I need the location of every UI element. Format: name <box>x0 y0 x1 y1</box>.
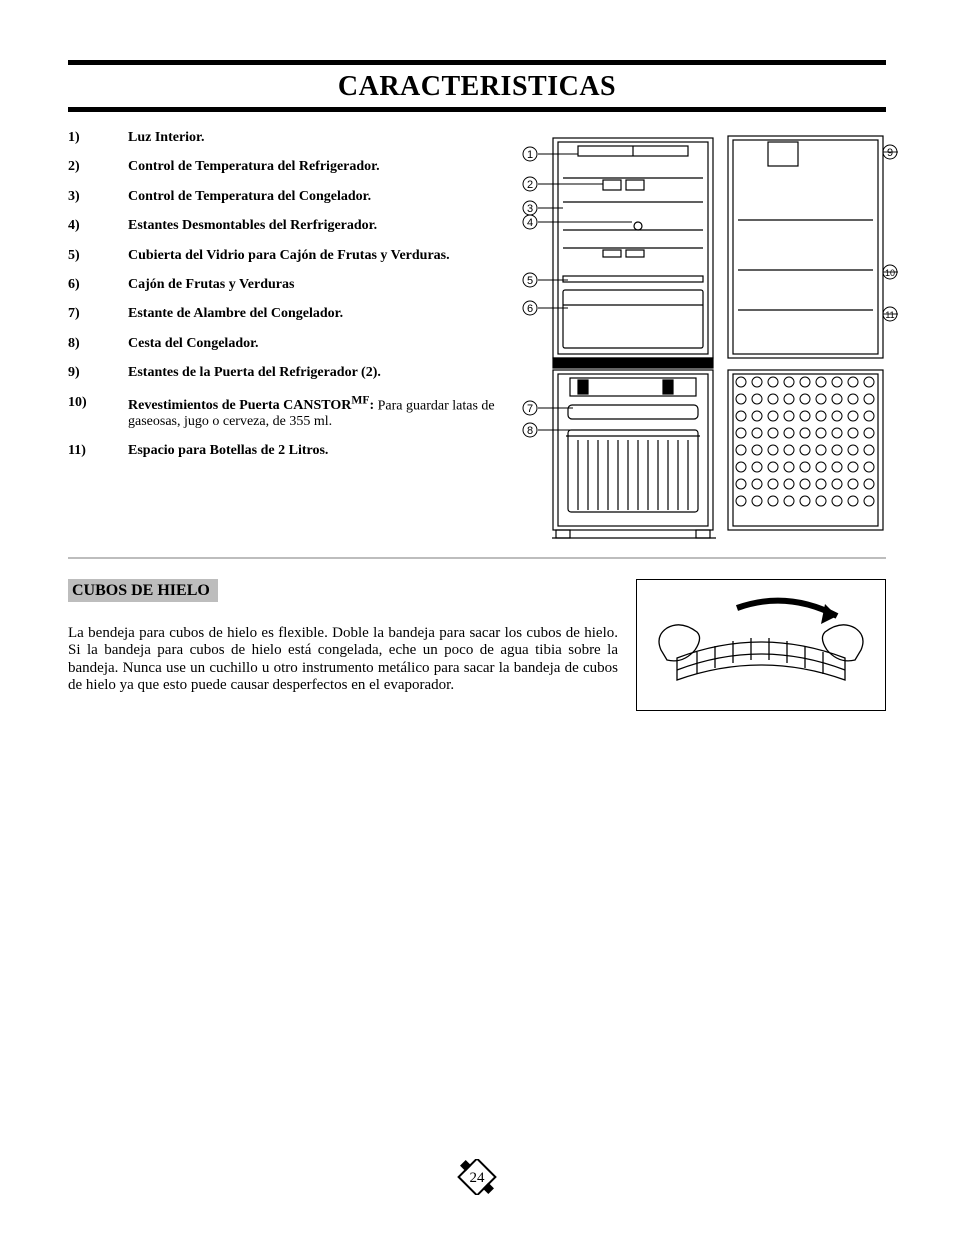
feature-number: 3) <box>68 189 128 204</box>
ice-tray-figure <box>636 579 886 716</box>
feature-number: 5) <box>68 248 128 263</box>
feature-item: 2)Control de Temperatura del Refrigerado… <box>68 159 498 174</box>
section-paragraph: La bendeja para cubos de hielo es flexib… <box>68 625 618 694</box>
svg-text:3: 3 <box>527 203 533 215</box>
svg-text:11: 11 <box>885 310 894 320</box>
svg-text:2: 2 <box>527 179 533 191</box>
callout-7: 7 <box>523 401 537 415</box>
svg-text:8: 8 <box>527 425 533 437</box>
svg-text:24: 24 <box>470 1170 486 1186</box>
feature-number: 10) <box>68 395 128 429</box>
section-divider <box>68 557 886 559</box>
feature-item: 4)Estantes Desmontables del Rerfrigerado… <box>68 218 498 233</box>
svg-text:7: 7 <box>527 403 533 415</box>
feature-number: 8) <box>68 336 128 351</box>
page-title-block: CARACTERISTICAS <box>68 60 886 112</box>
feature-item: 9)Estantes de la Puerta del Refrigerador… <box>68 365 498 380</box>
callout-8: 8 <box>523 423 537 437</box>
callout-4: 4 <box>523 215 537 229</box>
callout-5: 5 <box>523 273 537 287</box>
refrigerator-diagram: 1 2 3 4 5 6 7 8 9 10 11 <box>508 130 898 545</box>
feature-text: Control de Temperatura del Refrigerador. <box>128 159 498 174</box>
feature-number: 4) <box>68 218 128 233</box>
feature-text: Estantes Desmontables del Rerfrigerador. <box>128 218 498 233</box>
feature-text: Control de Temperatura del Congelador. <box>128 189 498 204</box>
feature-item: 8)Cesta del Congelador. <box>68 336 498 351</box>
feature-number: 6) <box>68 277 128 292</box>
feature-number: 1) <box>68 130 128 145</box>
feature-text: Estantes de la Puerta del Refrigerador (… <box>128 365 498 380</box>
feature-item: 7)Estante de Alambre del Congelador. <box>68 306 498 321</box>
feature-number: 11) <box>68 443 128 458</box>
callout-6: 6 <box>523 301 537 315</box>
feature-text: Espacio para Botellas de 2 Litros. <box>128 443 498 458</box>
feature-text: Luz Interior. <box>128 130 498 145</box>
feature-item: 3)Control de Temperatura del Congelador. <box>68 189 498 204</box>
feature-text: Estante de Alambre del Congelador. <box>128 306 498 321</box>
svg-text:1: 1 <box>527 149 533 161</box>
svg-text:9: 9 <box>887 147 893 159</box>
feature-text: Revestimientos de Puerta CANSTORMF: Para… <box>128 395 498 429</box>
svg-text:10: 10 <box>885 268 895 278</box>
callout-3: 3 <box>523 201 537 215</box>
features-list: 1)Luz Interior. 2)Control de Temperatura… <box>68 130 498 545</box>
svg-text:5: 5 <box>527 275 533 287</box>
feature-text: Cajón de Frutas y Verduras <box>128 277 498 292</box>
callout-10: 10 <box>883 265 897 279</box>
feature-item: 11)Espacio para Botellas de 2 Litros. <box>68 443 498 458</box>
svg-text:6: 6 <box>527 303 533 315</box>
feature-number: 9) <box>68 365 128 380</box>
feature-item: 10)Revestimientos de Puerta CANSTORMF: P… <box>68 395 498 429</box>
callout-2: 2 <box>523 177 537 191</box>
feature-item: 6)Cajón de Frutas y Verduras <box>68 277 498 292</box>
callout-1: 1 <box>523 147 537 161</box>
page-number: 24 <box>449 1159 505 1195</box>
feature-text: Cubierta del Vidrio para Cajón de Frutas… <box>128 248 498 263</box>
feature-text: Cesta del Congelador. <box>128 336 498 351</box>
section-heading: CUBOS DE HIELO <box>68 579 218 602</box>
svg-text:4: 4 <box>527 217 533 229</box>
page-title: CARACTERISTICAS <box>68 71 886 103</box>
feature-item: 5)Cubierta del Vidrio para Cajón de Frut… <box>68 248 498 263</box>
feature-number: 2) <box>68 159 128 174</box>
feature-item: 1)Luz Interior. <box>68 130 498 145</box>
feature-number: 7) <box>68 306 128 321</box>
